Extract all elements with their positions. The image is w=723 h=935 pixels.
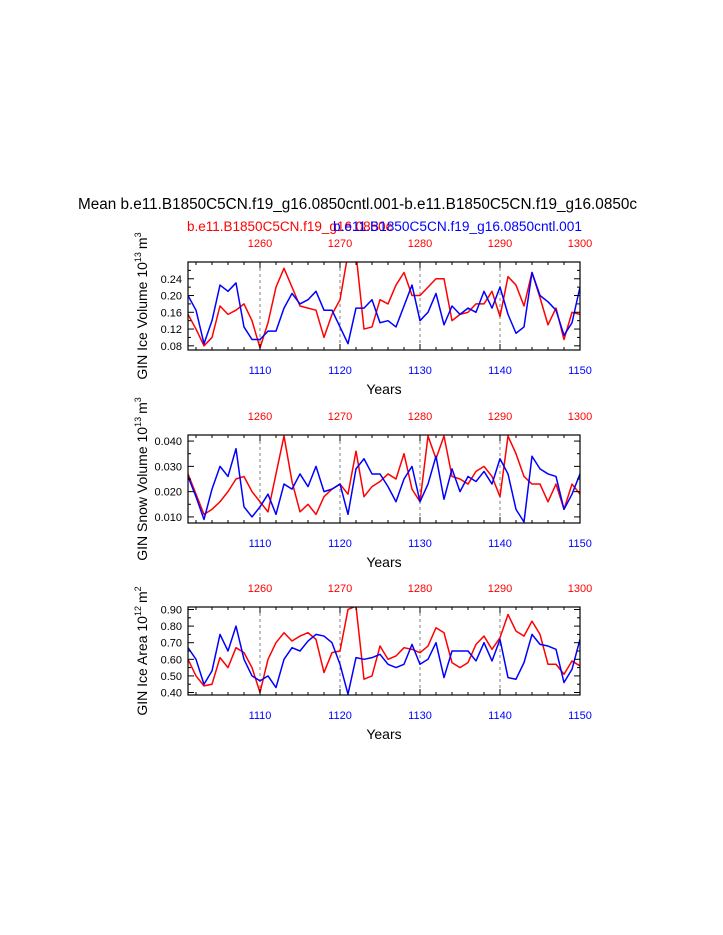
y-axis-label-exponent: 13 xyxy=(133,417,143,427)
x-tick-label-top: 1260 xyxy=(248,583,272,595)
x-tick-label-bottom: 1140 xyxy=(488,365,512,377)
y-axis-label-exponent: 13 xyxy=(133,252,143,262)
y-tick-label: 0.24 xyxy=(161,274,182,286)
y-tick-label: 0.12 xyxy=(161,324,182,336)
x-axis-label: Years xyxy=(366,726,401,742)
y-axis-label-unit: m xyxy=(134,237,150,249)
y-axis-label-exponent: 12 xyxy=(133,606,143,616)
y-axis-label-text: GIN Snow Volume 10 xyxy=(134,427,150,561)
x-axis-label: Years xyxy=(366,381,401,397)
y-axis-label: GIN Ice Volume 1013 m3 xyxy=(133,232,150,379)
subtitle-left: b.e11.B1850C5CN.f19_g16.0850c xyxy=(187,219,393,234)
y-tick-label: 0.010 xyxy=(154,512,182,524)
plot-frame xyxy=(187,261,581,351)
x-tick-label-top: 1270 xyxy=(328,583,352,595)
x-tick-label-top: 1280 xyxy=(408,411,432,423)
y-tick-label: 0.020 xyxy=(154,487,182,499)
x-tick-label-bottom: 1150 xyxy=(568,538,592,550)
x-tick-label-bottom: 1140 xyxy=(488,538,512,550)
x-tick-label-bottom: 1120 xyxy=(328,365,352,377)
y-tick-label: 0.50 xyxy=(161,671,182,683)
y-axis-label-text: GIN Ice Area 10 xyxy=(134,616,150,716)
x-tick-label-top: 1270 xyxy=(328,411,352,423)
x-tick-label-bottom: 1130 xyxy=(408,538,432,550)
y-tick-label: 0.16 xyxy=(161,307,182,319)
x-axis-label: Years xyxy=(366,554,401,570)
x-tick-label-bottom: 1120 xyxy=(328,538,352,550)
y-tick-label: 0.20 xyxy=(161,291,182,303)
y-axis-label-unit-exponent: 3 xyxy=(133,397,143,402)
y-tick-label: 0.90 xyxy=(161,604,182,616)
red-series-line xyxy=(188,435,580,516)
y-tick-label: 0.030 xyxy=(154,461,182,473)
x-tick-label-bottom: 1110 xyxy=(249,365,272,377)
x-tick-label-bottom: 1110 xyxy=(249,710,272,722)
y-tick-label: 0.040 xyxy=(154,436,182,448)
x-tick-label-bottom: 1110 xyxy=(249,538,272,550)
x-tick-label-bottom: 1150 xyxy=(568,710,592,722)
y-axis-label: GIN Ice Area 1012 m2 xyxy=(133,586,150,715)
panel-2: 1110 1120 1130 1140 1150 1260 1270 1280 1290 1300… xyxy=(133,397,592,570)
x-tick-label-bottom: 1140 xyxy=(488,710,512,722)
panel-3: 1110 1120 1130 1140 1150 1260 1270 1280 1290 1300… xyxy=(133,583,592,742)
y-axis-label-unit-exponent: 2 xyxy=(133,586,143,591)
x-tick-label-bottom: 1150 xyxy=(568,365,592,377)
x-tick-label-top: 1260 xyxy=(248,238,272,250)
y-axis-label-unit-exponent: 3 xyxy=(133,232,143,237)
x-tick-label-top: 1300 xyxy=(568,583,592,595)
y-axis-label-text: GIN Ice Volume 10 xyxy=(134,262,150,380)
x-tick-label-top: 1290 xyxy=(488,411,512,423)
panel-1: 1110 1120 1130 1140 1150 1260 1270 1280 1290 1300… xyxy=(133,232,592,397)
x-tick-label-bottom: 1130 xyxy=(408,710,432,722)
y-axis-label: GIN Snow Volume 1013 m3 xyxy=(133,397,150,561)
x-tick-label-top: 1260 xyxy=(248,411,272,423)
y-axis-label-unit: m xyxy=(134,591,150,603)
blue-series-line xyxy=(188,447,580,523)
red-series-line xyxy=(188,607,580,694)
x-tick-label-bottom: 1130 xyxy=(408,365,432,377)
subtitle-right: b.e11.B1850C5CN.f19_g16.0850cntl.001 xyxy=(333,219,582,234)
x-tick-label-top: 1280 xyxy=(408,583,432,595)
x-tick-label-top: 1300 xyxy=(568,238,592,250)
x-tick-label-top: 1300 xyxy=(568,411,592,423)
x-tick-label-top: 1280 xyxy=(408,238,432,250)
blue-series-line xyxy=(188,625,580,695)
x-tick-label-bottom: 1120 xyxy=(328,710,352,722)
x-tick-label-top: 1290 xyxy=(488,238,512,250)
chart-title: Mean b.e11.B1850C5CN.f19_g16.0850cntl.00… xyxy=(78,196,637,213)
y-tick-label: 0.80 xyxy=(161,621,182,633)
blue-series-line xyxy=(188,271,580,345)
y-tick-label: 0.08 xyxy=(161,341,182,353)
y-tick-label: 0.40 xyxy=(161,688,182,700)
x-tick-label-top: 1270 xyxy=(328,238,352,250)
x-tick-label-top: 1290 xyxy=(488,583,512,595)
red-series-line xyxy=(188,262,580,349)
y-tick-label: 0.60 xyxy=(161,654,182,666)
y-axis-label-unit: m xyxy=(134,402,150,414)
y-tick-label: 0.70 xyxy=(161,638,182,650)
